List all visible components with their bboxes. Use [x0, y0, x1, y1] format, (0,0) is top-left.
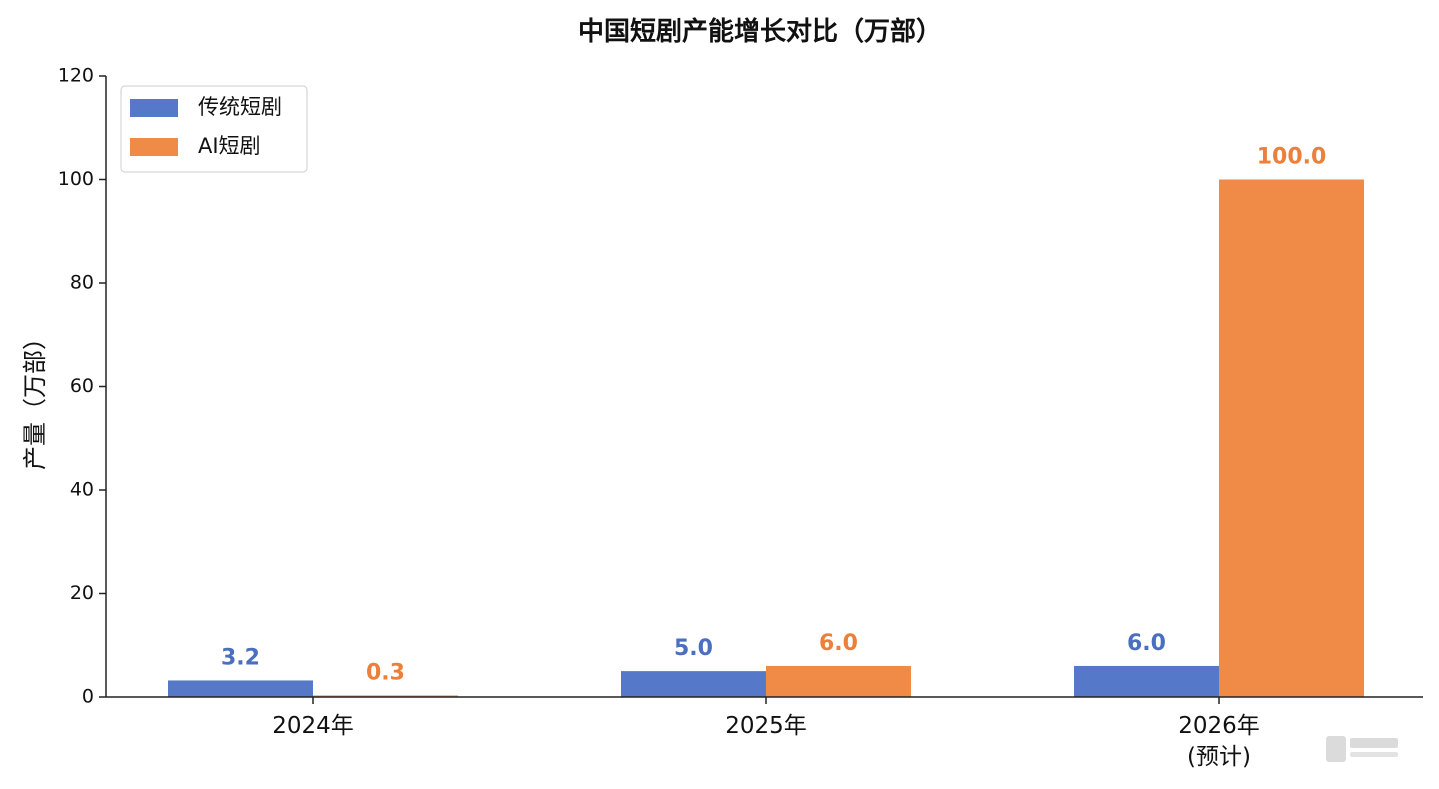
value-label-ai-1: 0.3 — [366, 660, 405, 685]
bars — [168, 179, 1364, 697]
y-tick-label-20: 20 — [70, 582, 94, 604]
x-ticks: 2024年 2025年 2026年 (预计) — [272, 697, 1260, 770]
value-label-ai-3: 100.0 — [1257, 145, 1327, 170]
legend-swatch-ai — [130, 138, 178, 156]
watermark-logo — [1326, 736, 1398, 762]
bar-traditional-2 — [621, 671, 766, 697]
x-tick-label-1: 2024年 — [272, 713, 354, 739]
legend-label-ai: AI短剧 — [198, 134, 261, 158]
legend: 传统短剧 AI短剧 — [120, 85, 308, 173]
legend-swatch-traditional — [130, 99, 178, 117]
bar-ai-1 — [313, 695, 458, 697]
bar-traditional-3 — [1074, 665, 1219, 697]
y-axis-label-group: 产量（万部） — [21, 326, 49, 470]
legend-label-traditional: 传统短剧 — [198, 95, 282, 119]
chart-title: 中国短剧产能增长对比（万部） — [578, 16, 942, 47]
y-tick-label-120: 120 — [58, 65, 94, 87]
y-tick-label-40: 40 — [70, 479, 94, 501]
bar-traditional-1 — [168, 680, 313, 697]
y-tick-label-100: 100 — [58, 168, 94, 190]
y-tick-label-60: 60 — [70, 375, 94, 397]
value-label-ai-2: 6.0 — [819, 631, 858, 656]
x-tick-label-3-sub: (预计) — [1187, 744, 1251, 770]
value-label-traditional-1: 3.2 — [221, 645, 260, 670]
bar-ai-2 — [766, 665, 911, 697]
y-ticks: 0 20 40 60 80 100 120 — [58, 65, 106, 708]
bar-ai-3 — [1219, 179, 1364, 697]
y-tick-label-0: 0 — [82, 686, 94, 708]
y-tick-label-80: 80 — [70, 272, 94, 294]
value-label-traditional-3: 6.0 — [1127, 631, 1166, 656]
x-tick-label-2: 2025年 — [725, 713, 807, 739]
value-label-traditional-2: 5.0 — [674, 636, 713, 661]
x-tick-label-3: 2026年 — [1178, 713, 1260, 739]
value-labels: 3.2 5.0 6.0 0.3 6.0 100.0 — [221, 145, 1326, 686]
y-axis-label: 产量（万部） — [21, 326, 49, 470]
